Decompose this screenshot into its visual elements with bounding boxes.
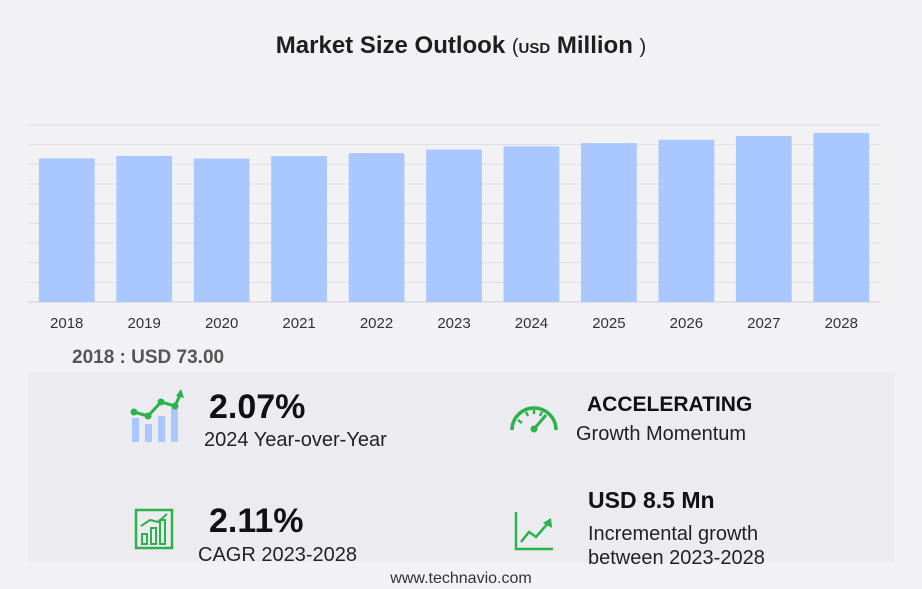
kpi-cagr-label-wrap: CAGR 2023-2028 — [198, 543, 357, 567]
kpi-yoy: 2.07% — [209, 390, 305, 424]
bar-2020 — [193, 158, 250, 302]
kpi-yoy-label-wrap: 2024 Year-over-Year — [204, 428, 387, 452]
kpi-momentum-label: Growth Momentum — [576, 423, 747, 445]
x-tick-label-2020: 2020 — [205, 315, 238, 332]
bar-2018 — [38, 158, 95, 302]
footer-url: www.technavio.com — [390, 570, 532, 587]
x-tick-label-2019: 2019 — [127, 315, 160, 332]
kpi-cagr: 2.11% — [209, 504, 304, 538]
bar-2027 — [735, 136, 792, 302]
kpi-incremental: USD 8.5 Mn — [588, 487, 715, 513]
bar-2023 — [426, 149, 482, 302]
kpi-momentum-label-wrap: Growth Momentum — [576, 422, 746, 446]
x-tick-label-2028: 2028 — [825, 315, 858, 332]
unit-open: ( — [511, 36, 519, 58]
kpi-momentum: ACCELERATING — [587, 393, 752, 416]
kpi-incremental-label-wrap: Incremental growth between 2023-2028 — [588, 522, 765, 570]
bar-2019 — [116, 155, 173, 302]
unit-close: ) — [639, 36, 647, 58]
kpi-incremental-value: USD 8.5 Mn — [588, 487, 715, 513]
bar-2025 — [581, 143, 637, 302]
kpi-incremental-label-2: between 2023-2028 — [588, 547, 765, 569]
x-tick-label-2018: 2018 — [50, 315, 83, 332]
bar-2021 — [271, 156, 327, 302]
x-tick-label-2024: 2024 — [515, 315, 548, 332]
kpi-cagr-label: CAGR 2023-2028 — [198, 544, 357, 566]
bar-2022 — [348, 153, 405, 302]
title-text: Market Size Outlook — [275, 32, 506, 59]
kpi-yoy-label: 2024 Year-over-Year — [204, 429, 387, 451]
x-tick-label-2025: 2025 — [592, 315, 625, 332]
x-tick-label-2023: 2023 — [437, 315, 470, 332]
unit-small: USD — [518, 40, 551, 57]
bar-2024 — [503, 146, 560, 302]
base-value-label: 2018 : USD 73.00 — [72, 347, 225, 368]
x-tick-label-2021: 2021 — [282, 315, 315, 332]
kpi-cagr-value: 2.11% — [209, 502, 304, 540]
bar-2028 — [813, 132, 870, 302]
unit-big: Million — [556, 32, 633, 59]
growth-chart-icon — [130, 389, 184, 442]
kpi-yoy-value: 2.07% — [209, 388, 306, 426]
kpi-momentum-value: ACCELERATING — [587, 393, 753, 416]
speedometer-icon — [510, 406, 558, 433]
chart-title: Market Size Outlook (USD Million ) — [0, 32, 922, 60]
x-tick-label-2026: 2026 — [670, 315, 703, 332]
kpi-incremental-label-1: Incremental growth — [588, 523, 759, 545]
bar-chart: 2018 2019 2020 2021 2022 2023 2024 2025 2026 2027… — [28, 124, 880, 332]
x-tick-label-2022: 2022 — [360, 315, 393, 332]
x-tick-label-2027: 2027 — [747, 315, 780, 332]
trend-line-icon — [514, 512, 553, 551]
bar-2026 — [658, 139, 715, 302]
bar-chart-icon — [134, 508, 174, 550]
